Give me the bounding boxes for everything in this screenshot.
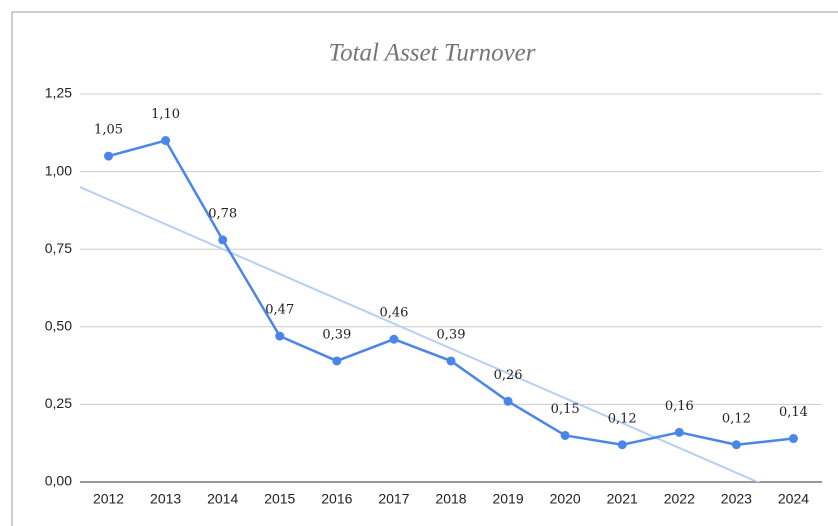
data-point [503,396,513,406]
x-tick-label: 2014 [207,491,238,507]
chart-title: Total Asset Turnover [329,40,536,67]
data-label: 0,26 [494,368,523,383]
y-tick-label: 1,00 [45,162,72,178]
trendline [80,186,761,482]
x-tick-label: 2015 [264,491,295,507]
y-tick-label: 1,25 [45,85,72,101]
data-label: 1,10 [151,107,180,122]
data-label: 0,78 [208,206,237,221]
x-tick-label: 2019 [492,491,523,507]
x-tick-label: 2018 [435,491,466,507]
x-tick-label: 2024 [778,491,809,507]
data-label: 0,12 [608,411,637,426]
data-point [674,427,684,437]
x-tick-label: 2020 [550,491,581,507]
x-tick-label: 2012 [93,491,124,507]
x-tick-label: 2023 [721,491,752,507]
data-label: 1,05 [94,123,123,138]
x-tick-label: 2022 [664,491,695,507]
data-point [788,434,798,444]
x-tick-label: 2021 [607,491,638,507]
data-label: 0,46 [379,306,408,321]
y-tick-label: 0,50 [45,318,72,334]
data-label: 0,16 [665,399,694,414]
data-point [332,356,342,366]
data-point [560,430,570,440]
data-label: 0,39 [437,327,466,342]
data-label: 0,47 [265,303,294,318]
data-label: 0,14 [779,405,808,420]
y-tick-label: 0,00 [45,473,72,489]
data-label: 0,12 [722,411,751,426]
data-point [104,151,114,161]
y-tick-label: 0,75 [45,240,72,256]
data-point [275,331,285,341]
x-tick-label: 2016 [321,491,352,507]
data-point [617,440,627,450]
x-tick-label: 2017 [378,491,409,507]
data-label: 0,15 [551,402,580,417]
data-point [446,356,456,366]
data-point [731,440,741,450]
data-point [218,235,228,245]
data-label: 0,39 [322,327,351,342]
y-tick-label: 0,25 [45,395,72,411]
chart-frame [11,11,838,526]
data-point [389,334,399,344]
x-tick-label: 2013 [150,491,181,507]
data-point [161,136,171,146]
